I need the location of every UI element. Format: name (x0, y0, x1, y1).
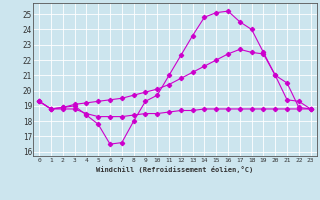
X-axis label: Windchill (Refroidissement éolien,°C): Windchill (Refroidissement éolien,°C) (96, 166, 253, 173)
